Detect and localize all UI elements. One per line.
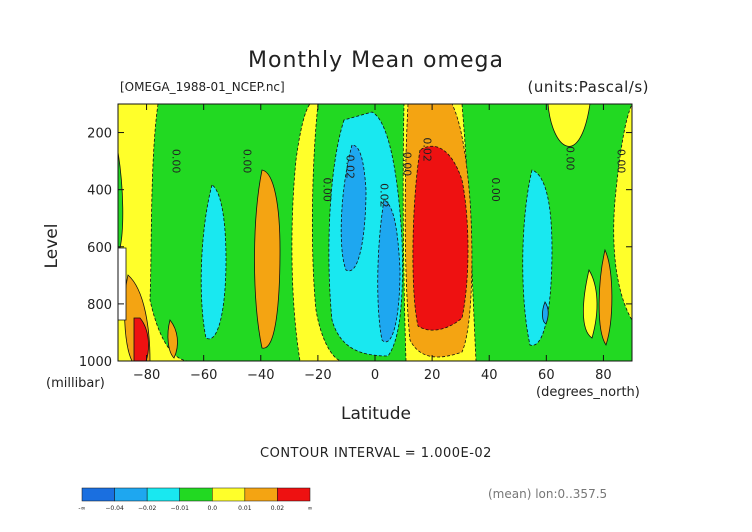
contour-label-5: 0.00 <box>401 152 414 177</box>
y-tick-label-0: 200 <box>87 127 112 142</box>
region-yellow-north-small <box>583 268 598 339</box>
colorbar-label-2: −0.02 <box>138 505 157 512</box>
x-tick-label-1: −60 <box>190 368 217 383</box>
colorbar-swatch-5 <box>244 487 278 502</box>
x-tick-label-3: −20 <box>304 368 331 383</box>
contour-label-7: 0.00 <box>489 177 502 202</box>
colorbar-label-0: -∞ <box>78 505 85 512</box>
contour-field: 0.00 0.00 0.00 0.02 0.02 0.00 0.02 0.00 0.00 0.00 <box>118 104 632 361</box>
region-blue-b <box>377 199 401 343</box>
y-axis-unit: (millibar) <box>46 376 105 391</box>
x-axis-unit: (degrees_north) <box>536 385 640 400</box>
x-tick-label-2: −40 <box>247 368 274 383</box>
colorbar-label-5: 0.01 <box>238 505 252 512</box>
colorbar-swatch-3 <box>179 487 213 502</box>
contour-label-4: 0.02 <box>378 183 391 208</box>
region-blue-north <box>542 301 549 325</box>
file-label: [OMEGA_1988-01_NCEP.nc] <box>120 80 285 94</box>
y-tick-label-2: 600 <box>87 241 112 256</box>
y-axis-title: Level <box>42 223 62 269</box>
region-blue-a <box>340 144 367 272</box>
contour-label-6: 0.02 <box>421 137 434 162</box>
colorbar-swatch-6 <box>277 487 311 502</box>
region-orange-small <box>167 319 178 359</box>
y-tick-label-3: 800 <box>87 298 112 313</box>
x-tick-label-4: 0 <box>371 368 379 383</box>
region-orange-north <box>598 248 613 346</box>
x-tick-label-6: 40 <box>481 368 498 383</box>
contour-label-8: 0.00 <box>563 146 576 171</box>
region-red-central <box>412 145 469 331</box>
colorbar-swatch-4 <box>212 487 246 502</box>
contour-label-2: 0.00 <box>321 177 334 202</box>
contour-label-9: 0.00 <box>615 149 628 174</box>
region-yellow-north <box>547 104 591 147</box>
region-missing <box>118 247 127 321</box>
x-tick-label-8: 80 <box>595 368 612 383</box>
region-cyan-north <box>522 169 553 346</box>
y-tick-label-1: 400 <box>87 184 112 199</box>
contour-label-1: 0.00 <box>241 149 254 174</box>
x-tick-label-5: 20 <box>424 368 441 383</box>
region-cyan-west <box>200 184 227 340</box>
x-tick-label-0: −80 <box>133 368 160 383</box>
colorbar-swatch-0 <box>81 487 115 502</box>
mean-note: (mean) lon:0..357.5 <box>488 487 608 501</box>
colorbar-label-6: 0.02 <box>271 505 285 512</box>
x-tick-label-7: 60 <box>538 368 555 383</box>
colorbar-label-1: −0.04 <box>105 505 124 512</box>
x-axis-title: Latitude <box>341 404 411 424</box>
contour-label-3: 0.02 <box>343 155 356 180</box>
y-tick-label-4: 1000 <box>79 355 112 370</box>
colorbar-swatch-2 <box>146 487 180 502</box>
contour-interval-note: CONTOUR INTERVAL = 1.000E-02 <box>260 446 492 461</box>
region-orange-west <box>254 169 281 349</box>
region-green-west <box>149 104 311 361</box>
colorbar-label-7: ∞ <box>308 505 313 512</box>
colorbar-swatch-1 <box>114 487 148 502</box>
colorbar-label-3: −0.01 <box>171 505 190 512</box>
units-label: (units:Pascal/s) <box>527 78 649 96</box>
chart-title: Monthly Mean omega <box>248 48 504 73</box>
colorbar-label-4: 0.0 <box>208 505 218 512</box>
contour-label-0: 0.00 <box>169 149 182 174</box>
